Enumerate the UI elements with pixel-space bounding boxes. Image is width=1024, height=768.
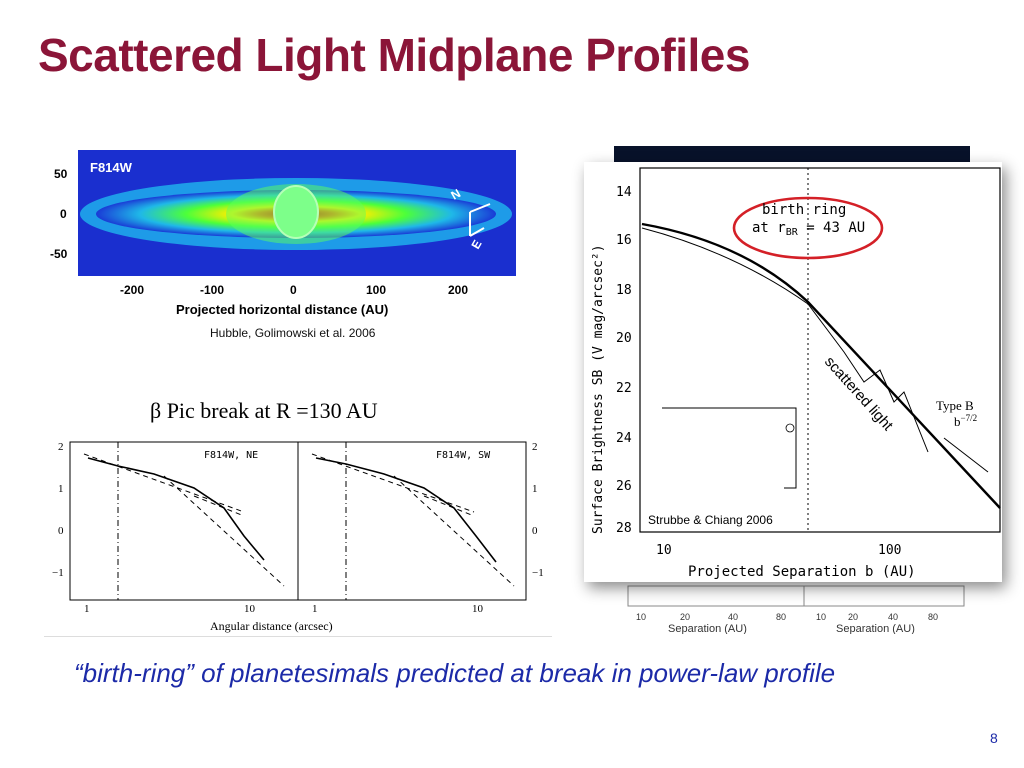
sb-ytick: 20 [616,331,632,346]
compass [469,203,491,237]
ne-panel-frame [69,441,299,601]
profiles-xtick: 10 [472,603,484,615]
occulting-mask [273,185,319,239]
strubbe-svg: birth ring at rBR = 43 AU 14 16 18 20 22… [591,167,1001,580]
back-xtick: 10 [636,612,646,622]
back-xtick: 40 [888,612,898,622]
strubbe-caption: Strubbe & Chiang 2006 [648,513,773,527]
sb-xtick: 10 [656,543,672,558]
profiles-ytick-right: 0 [532,525,538,537]
birth-ring-label: birth ring [762,202,846,218]
sb-xlabel: Projected Separation b (AU) [688,564,916,580]
slide-title: Scattered Light Midplane Profiles [38,29,750,81]
ne-panel-label: F814W, NE [204,450,258,461]
hubble-image-svg: F814W N E 50 0 -50 -200 -100 0 100 200 P… [50,150,516,317]
sw-panel-label: F814W, SW [436,450,491,461]
back-xtick: 40 [728,612,738,622]
sw-profile-curve [315,457,497,563]
sb-ylabel: Surface Brightness SB (V mag/arcsec²) [591,244,606,534]
profiles-svg: 2 1 0 −1 2 1 0 −1 1 10 1 10 F814W, NE F8… [52,441,544,633]
profiles-xlabel: Angular distance (arcsec) [210,619,333,633]
hubble-xtick: 0 [290,283,297,297]
type-b-slope [943,437,989,473]
page-number: 8 [990,730,998,746]
data-curve [641,227,929,453]
profiles-ytick-right: 2 [532,441,538,453]
ne-sw-profiles: 2 1 0 −1 2 1 0 −1 1 10 1 10 F814W, NE F8… [44,436,552,637]
sb-ytick: 22 [616,381,632,396]
sb-ytick: 16 [616,233,632,248]
band-label: F814W [90,160,133,175]
profiles-xtick: 10 [244,603,256,615]
hubble-disk-image: F814W N E 50 0 -50 -200 -100 0 100 200 P… [50,148,518,326]
strubbe-plot: birth ring at rBR = 43 AU 14 16 18 20 22… [584,162,1002,582]
profiles-ytick: 2 [58,441,64,453]
back-xtick: 80 [928,612,938,622]
profiles-ytick-right: 1 [532,483,538,495]
hubble-xlabel: Projected horizontal distance (AU) [176,302,388,317]
back-xtick: 80 [776,612,786,622]
hubble-xtick: -100 [200,283,224,297]
sb-ytick: 18 [616,283,632,298]
profiles-ytick: −1 [52,567,64,579]
scattered-light-label: scattered light [821,353,897,434]
back-xlabel-left: Separation (AU) [668,623,747,634]
sb-ytick: 28 [616,521,632,536]
back-xlabel-right: Separation (AU) [836,623,915,634]
sb-ytick: 26 [616,479,632,494]
birth-ring-quote: “birth-ring” of planetesimals predicted … [74,658,836,688]
profiles-ytick-right: −1 [532,567,544,579]
pic-break-label: β Pic break at R =130 AU [150,398,378,423]
hubble-ytick: 50 [54,167,68,181]
type-b-law: b−7/2 [954,413,977,429]
legend-bracket [662,407,797,489]
hubble-xtick: -200 [120,283,144,297]
sb-xtick: 100 [878,543,901,558]
birth-ring-at: at rBR = 43 AU [752,220,865,238]
birth-ring-highlight [732,196,884,260]
sb-ytick: 14 [616,185,632,200]
profiles-ytick: 1 [58,483,64,495]
back-xtick: 20 [848,612,858,622]
profiles-ytick: 0 [58,525,64,537]
sb-ytick: 24 [616,431,632,446]
type-b-label: Type B [936,398,974,413]
sw-panel-frame [297,441,527,601]
profiles-xtick: 1 [84,603,90,615]
profiles-xtick: 1 [312,603,318,615]
back-xtick: 20 [680,612,690,622]
back-xtick: 10 [816,612,826,622]
hubble-xtick: 100 [366,283,386,297]
hubble-ytick: 0 [60,207,67,221]
ne-profile-curve [87,457,265,561]
hubble-ytick: -50 [50,247,68,261]
model-curve [641,222,1001,509]
plot-frame [639,167,1001,533]
hubble-xtick: 200 [448,283,468,297]
hubble-caption: Hubble, Golimowski et al. 2006 [210,326,376,340]
